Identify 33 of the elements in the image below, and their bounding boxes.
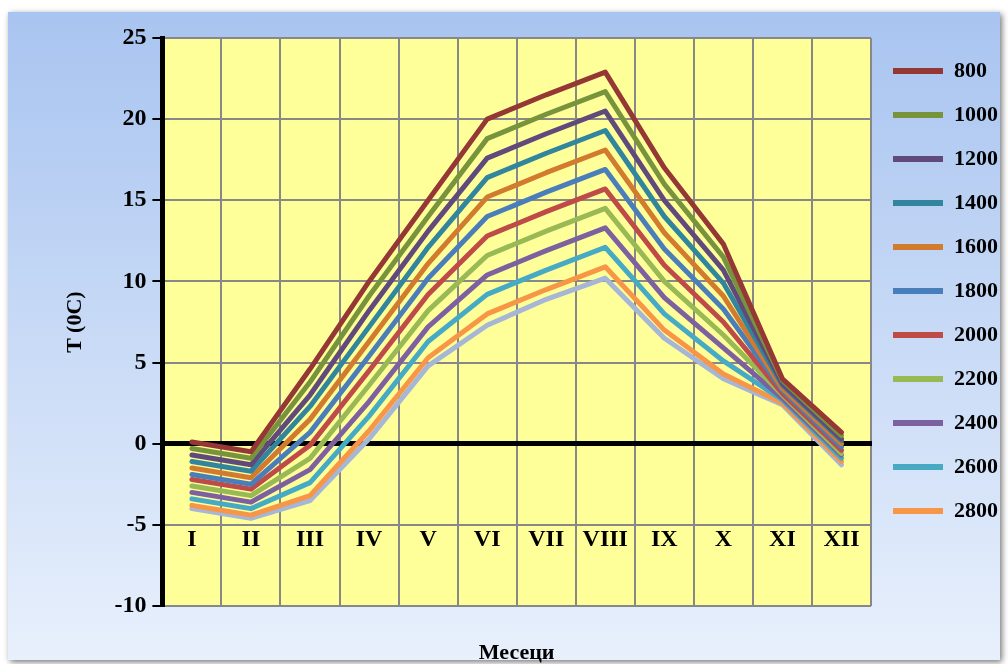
y-tick-label: -5 — [126, 510, 147, 537]
legend-label: 1600 — [954, 232, 998, 258]
legend-label: 1400 — [954, 188, 998, 214]
legend-label: 2400 — [954, 408, 998, 434]
x-axis-title: Месеци — [478, 639, 555, 664]
y-tick-label: -10 — [114, 591, 147, 618]
y-tick-label: 15 — [122, 185, 147, 212]
x-tick-label: V — [419, 525, 438, 552]
legend-label: 1000 — [954, 100, 998, 126]
y-tick-label: 5 — [134, 347, 147, 374]
x-tick-label: II — [241, 525, 261, 552]
y-tick-label: 10 — [122, 266, 147, 293]
x-tick-label: VIII — [582, 525, 628, 552]
legend-label: 2200 — [954, 364, 998, 390]
legend-label: 2800 — [954, 496, 998, 522]
y-tick-label: 0 — [134, 428, 147, 455]
x-tick-label: I — [187, 525, 197, 552]
x-tick-label: VII — [528, 525, 565, 552]
legend-label: 1800 — [954, 276, 998, 302]
x-tick-label: IX — [650, 525, 679, 552]
y-tick-label: 20 — [122, 104, 147, 131]
x-tick-label: XI — [769, 525, 796, 552]
y-tick-label: 25 — [122, 23, 147, 50]
x-tick-label: III — [296, 525, 325, 552]
legend-label: 800 — [954, 56, 987, 82]
y-axis-title: T (0C) — [60, 291, 86, 353]
legend-label: 2600 — [954, 452, 998, 478]
x-tick-label: IV — [355, 525, 384, 552]
x-tick-label: X — [714, 525, 733, 552]
legend-label: 2000 — [954, 320, 998, 346]
x-tick-label: VI — [473, 525, 501, 552]
x-tick-label: XII — [823, 525, 860, 552]
legend-label: 1200 — [954, 144, 998, 170]
